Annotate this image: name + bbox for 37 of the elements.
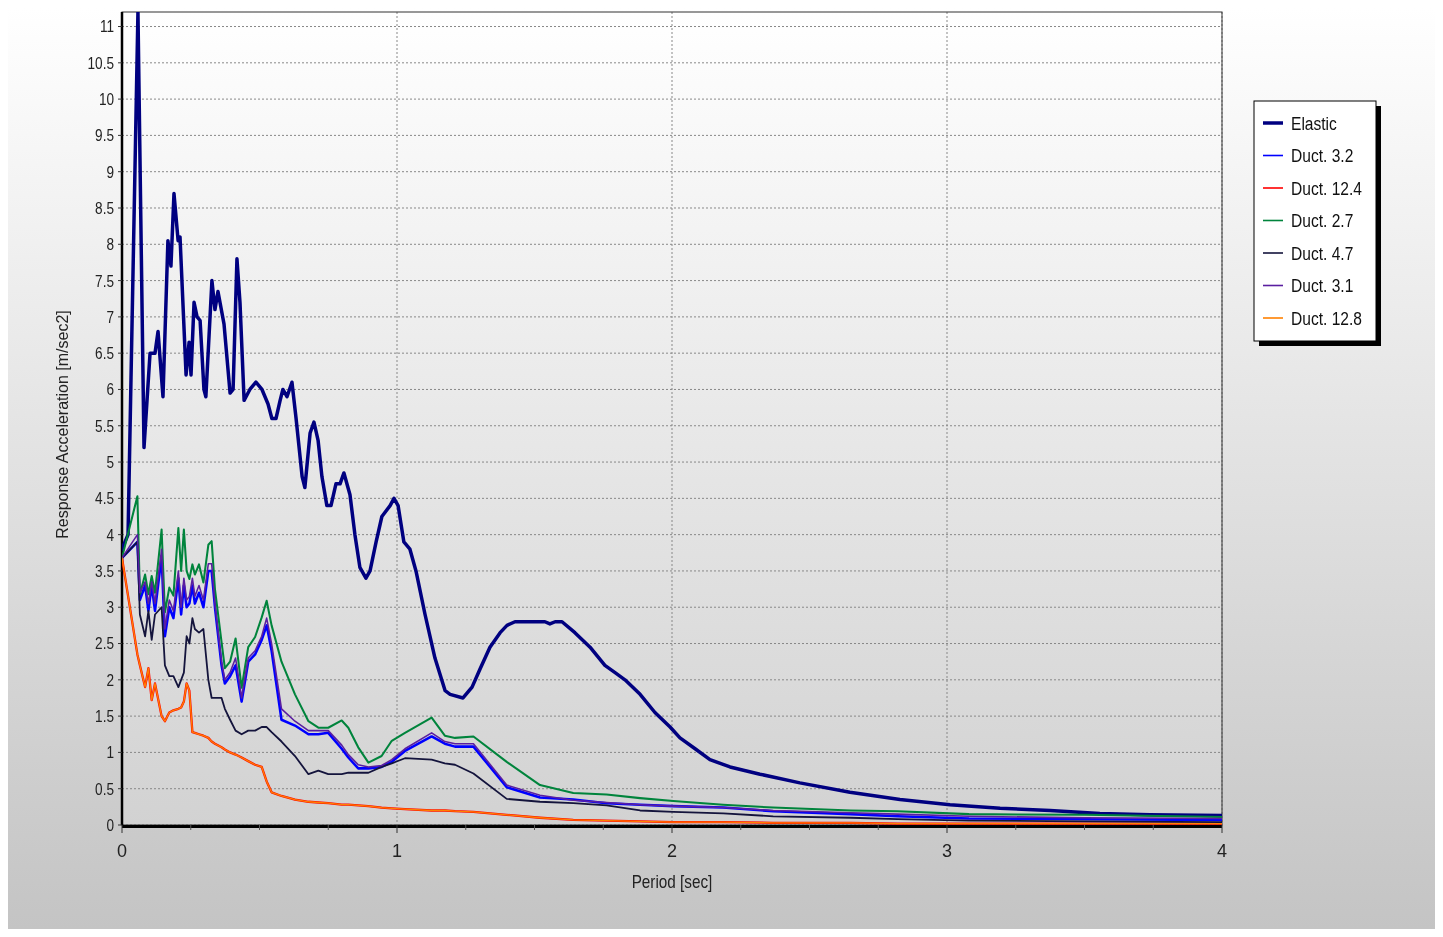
y-tick-label: 7 [106, 307, 114, 327]
y-tick-label: 11 [99, 17, 114, 36]
legend-label: Duct. 12.8 [1291, 307, 1362, 330]
line-series [122, 12, 1222, 818]
x-tick-label: 2 [666, 841, 678, 861]
y-tick-label: 10.5 [87, 53, 114, 73]
y-tick-label: 8 [106, 234, 114, 254]
x-tick-label: 1 [391, 841, 403, 861]
y-tick-label: 9.5 [95, 125, 114, 145]
y-tick-label: 10 [98, 89, 114, 109]
y-axis-title: Response Acceleration [m/sec2] [54, 310, 71, 539]
y-tick-label: 2.5 [95, 634, 114, 653]
y-tick-label: 3.5 [95, 561, 114, 581]
legend-label: Elastic [1291, 112, 1338, 135]
y-tick-label: 2 [106, 670, 114, 690]
y-tick-label: 9 [106, 162, 114, 181]
y-tick-label: 5 [106, 452, 114, 472]
legend-label: Duct. 3.2 [1291, 144, 1354, 167]
y-tick-label: 5.5 [95, 416, 114, 436]
y-tick-label: 8.5 [95, 198, 114, 218]
y-tick-label: 4.5 [95, 488, 114, 508]
y-tick-label: 0 [106, 815, 114, 835]
legend-label: Duct. 3.1 [1291, 274, 1354, 297]
x-tick-label: 3 [941, 841, 953, 861]
x-tick-label: 4 [1216, 841, 1228, 861]
y-tick-label: 6.5 [95, 343, 114, 363]
y-tick-label: 6 [106, 379, 114, 399]
legend-label: Duct. 2.7 [1291, 209, 1354, 232]
y-tick-label: 4 [106, 525, 115, 544]
legend-label: Duct. 4.7 [1291, 242, 1354, 265]
y-tick-label: 1 [106, 742, 114, 762]
x-axis-title: Period [sec] [631, 871, 713, 893]
y-tick-label: 3 [106, 597, 114, 617]
y-tick-label: 0.5 [95, 779, 114, 798]
y-tick-label: 7.5 [95, 271, 114, 290]
y-tick-label: 1.5 [95, 706, 114, 726]
legend-label: Duct. 12.4 [1291, 177, 1363, 200]
